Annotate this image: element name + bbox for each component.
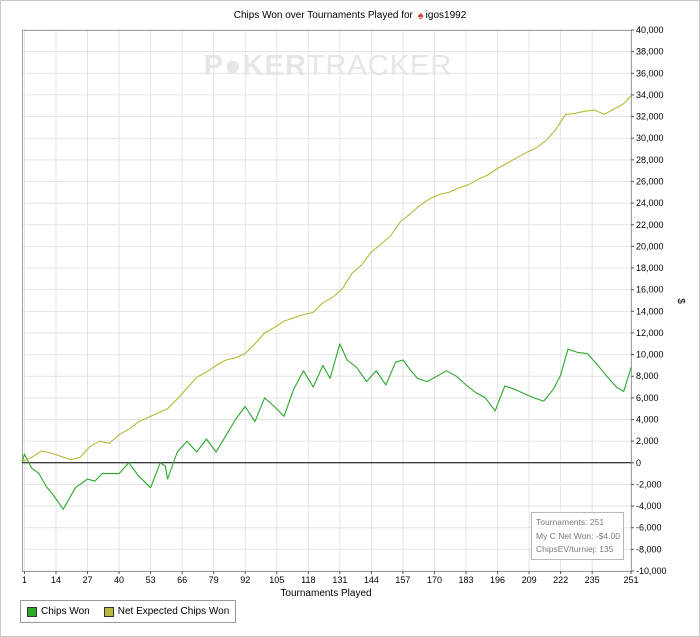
x-tick-label: 105 <box>269 575 284 585</box>
series-group <box>21 95 632 510</box>
x-axis: 1 14 27 40 53 66 79 92 105 118 131 144 157 170 183 196 2… <box>22 571 639 585</box>
series-line-net-expected <box>21 95 632 463</box>
y-tick-label: 28,000 <box>636 155 664 165</box>
y-tick-label: 30,000 <box>636 133 664 143</box>
y-tick-label: 20,000 <box>636 241 664 251</box>
y-tick-label: -6,000 <box>636 523 662 533</box>
y-tick-label: 16,000 <box>636 285 664 295</box>
y-tick-label: -10,000 <box>636 566 667 576</box>
x-tick-label: 92 <box>240 575 250 585</box>
stats-chips-ev: ChipsEV/turniej: 135 <box>536 544 614 554</box>
chart-title-player: igos1992 <box>425 10 467 21</box>
y-tick-label: 38,000 <box>636 47 664 57</box>
x-tick-label: 27 <box>83 575 93 585</box>
x-tick-label: 170 <box>427 575 442 585</box>
x-tick-label: 196 <box>490 575 505 585</box>
x-tick-label: 235 <box>585 575 600 585</box>
pokertracker-watermark: P●KERTRACKER <box>204 50 453 82</box>
x-tick-label: 251 <box>623 575 638 585</box>
y-tick-label: -8,000 <box>636 544 662 554</box>
y-axis: -10,000 -8,000 -6,000 -4,000 -2,000 0 2,000 4,0… <box>631 25 667 576</box>
y-tick-label: -2,000 <box>636 479 662 489</box>
x-tick-label: 131 <box>332 575 347 585</box>
legend-swatch-chips-won <box>27 606 37 617</box>
legend-label-net-expected: Net Expected Chips Won <box>117 606 230 617</box>
legend-item-chips-won[interactable]: Chips Won <box>27 606 90 617</box>
stats-tournaments: Tournaments: 251 <box>536 517 605 527</box>
x-tick-label: 79 <box>209 575 219 585</box>
legend-label-chips-won: Chips Won <box>41 606 90 617</box>
chart-title: Chips Won over Tournaments Played for ♠ i… <box>0 10 700 22</box>
x-tick-label: 118 <box>301 575 315 585</box>
y-tick-label: 4,000 <box>636 415 659 425</box>
y-tick-label: 12,000 <box>636 328 664 338</box>
x-tick-label: 183 <box>458 575 473 585</box>
y-tick-label: 40,000 <box>636 25 664 35</box>
legend-swatch-net-expected <box>103 606 114 617</box>
y-tick-label: 0 <box>636 458 641 468</box>
series-line-chips-won <box>21 343 632 510</box>
x-axis-label: Tournaments Played <box>280 588 371 599</box>
y-tick-label: 32,000 <box>636 112 664 122</box>
y-tick-label: 14,000 <box>636 306 664 316</box>
y-tick-label: 2,000 <box>636 436 659 446</box>
x-tick-label: 14 <box>51 575 61 585</box>
y-tick-label: 36,000 <box>636 68 664 78</box>
y-tick-label: 8,000 <box>636 371 659 381</box>
x-tick-label: 144 <box>364 575 379 585</box>
chart-title-prefix: Chips Won over Tournaments Played for <box>233 10 413 21</box>
x-tick-label: 222 <box>553 575 568 585</box>
stats-net-won: My C Net Won: -$4.00 <box>536 530 620 541</box>
x-tick-label: 157 <box>395 575 410 585</box>
y-tick-label: 6,000 <box>636 393 659 403</box>
x-tick-label: 209 <box>522 575 537 585</box>
y-tick-label: 22,000 <box>636 220 664 230</box>
stats-box: Tournaments: 251 My C Net Won: -$4.00 Ch… <box>531 512 624 560</box>
watermark-chip-icon: ● <box>224 50 243 82</box>
x-tick-label: 53 <box>146 575 156 585</box>
x-tick-label: 1 <box>22 575 27 585</box>
plot-area-border <box>22 30 632 572</box>
x-tick-label: 40 <box>114 575 124 585</box>
legend-item-net-expected[interactable]: Net Expected Chips Won <box>103 606 230 617</box>
y-tick-label: 24,000 <box>636 198 664 208</box>
legend: Chips Won Net Expected Chips Won <box>20 600 237 623</box>
y-tick-label: 26,000 <box>636 176 664 186</box>
pokerstars-spade-icon: ♠ <box>417 10 424 22</box>
y-axis-label: $ <box>675 298 686 304</box>
y-tick-label: 34,000 <box>636 90 664 100</box>
y-tick-label: 10,000 <box>636 350 664 360</box>
x-tick-label: 66 <box>177 575 187 585</box>
watermark-text: P●KERTRACKER <box>204 50 453 82</box>
y-tick-label: -4,000 <box>636 501 662 511</box>
y-tick-label: 18,000 <box>636 263 664 273</box>
